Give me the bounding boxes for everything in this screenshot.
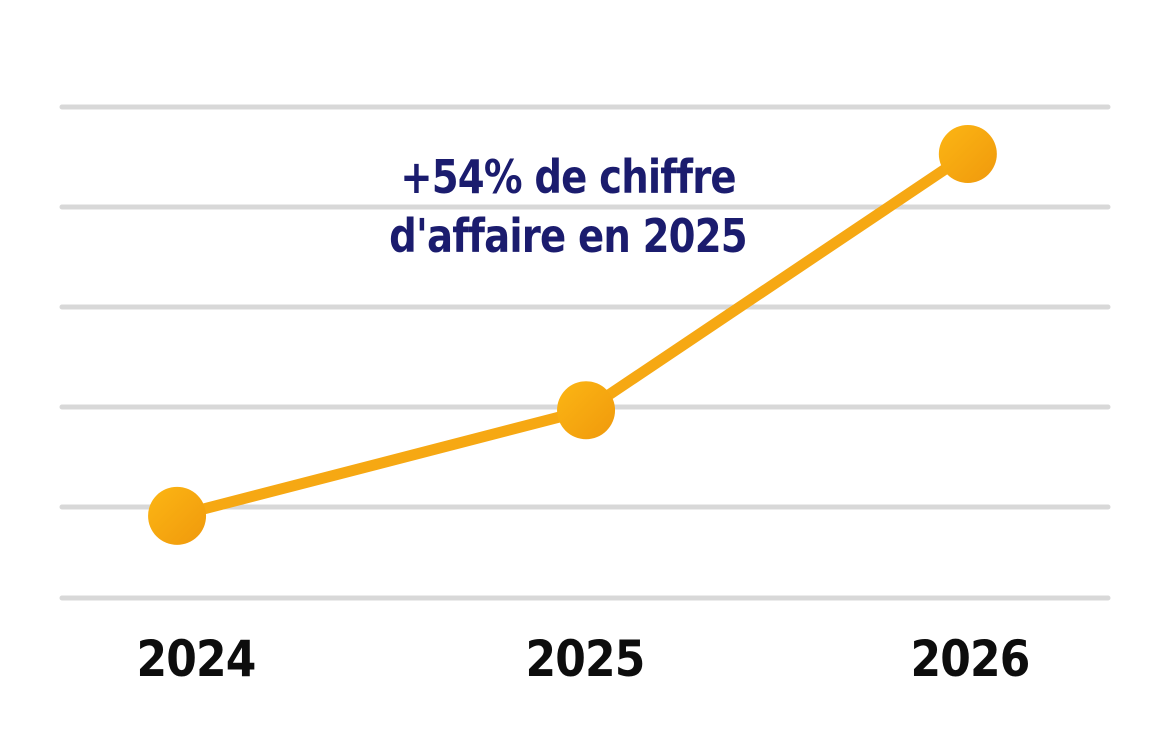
gridlines — [59, 104, 1111, 601]
x-axis-label-2026: 2026 — [910, 630, 1030, 688]
annotation-line-1: +54% de chiffre — [400, 150, 736, 204]
data-point-2025 — [557, 381, 616, 440]
x-axis-label-2024: 2024 — [136, 630, 256, 688]
annotation-line-2: d'affaire en 2025 — [389, 209, 747, 263]
data-points — [148, 124, 997, 545]
data-point-2024 — [148, 486, 207, 545]
data-point-2026 — [938, 124, 997, 183]
annotation-growth: +54% de chiffre d'affaire en 2025 — [389, 148, 747, 266]
x-axis-label-2025: 2025 — [525, 630, 646, 688]
